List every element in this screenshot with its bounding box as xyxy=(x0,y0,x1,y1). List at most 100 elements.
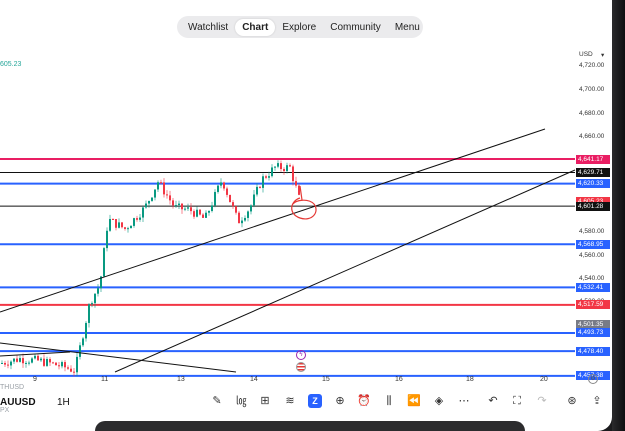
candle-body xyxy=(289,165,291,167)
candle-body xyxy=(211,205,213,212)
price-tick: 4,580.00 xyxy=(579,228,605,235)
trend-line xyxy=(0,128,546,313)
left-exchange-fragment: PX xyxy=(0,407,10,414)
symbol-name[interactable]: AUUSD xyxy=(0,397,36,408)
nav-explore[interactable]: Explore xyxy=(282,21,317,33)
chart-canvas[interactable] xyxy=(0,0,612,431)
candle-body xyxy=(49,359,51,363)
candle-body xyxy=(103,248,105,277)
drawing-icon[interactable]: ≋ xyxy=(285,395,295,407)
currency-label[interactable]: USD xyxy=(579,51,593,58)
candle-body xyxy=(151,197,153,201)
candle-body xyxy=(280,163,282,170)
price-label: 4,620.33 xyxy=(576,179,610,189)
candle-body xyxy=(298,185,300,195)
candle-body xyxy=(43,358,45,366)
candle-body xyxy=(145,203,147,208)
candle-body xyxy=(295,181,297,186)
left-price-fragment: 605.23 xyxy=(0,61,22,68)
candle-body xyxy=(148,200,150,204)
candle-body xyxy=(253,194,255,206)
candle-body xyxy=(166,194,168,196)
candle-body xyxy=(97,288,99,294)
interval-selector[interactable]: 1H xyxy=(57,397,70,408)
price-tick: 4,720.00 xyxy=(579,62,605,69)
candle-body xyxy=(196,209,198,217)
candle-body xyxy=(40,358,42,361)
candle-body xyxy=(4,362,6,365)
add-alert-icon[interactable]: ⊛ xyxy=(567,395,577,407)
candle-body xyxy=(55,362,57,366)
trend-line xyxy=(0,342,237,373)
candle-body xyxy=(178,203,180,206)
candle-body xyxy=(52,362,54,364)
pencil-icon[interactable]: ✎ xyxy=(212,395,222,407)
candle-body xyxy=(76,356,78,373)
candle-body xyxy=(109,218,111,231)
candle-body xyxy=(244,217,246,221)
top-navigation: Watchlist Chart Explore Community Menu xyxy=(177,16,423,38)
candle-body xyxy=(283,169,285,172)
candle-body xyxy=(88,304,90,323)
bar-type-icon[interactable]: ⫼ xyxy=(386,395,392,407)
time-tick: 18 xyxy=(466,376,474,383)
candle-body xyxy=(154,189,156,198)
candle-body xyxy=(241,220,243,224)
alarm-icon[interactable]: ⏰ xyxy=(357,395,371,407)
candle-body xyxy=(28,362,30,364)
candle-body xyxy=(127,228,129,230)
candle-body xyxy=(205,212,207,218)
candle-body xyxy=(259,186,261,188)
more-icon[interactable]: ⋯ xyxy=(458,395,470,407)
lightning-icon[interactable]: ϟ xyxy=(296,350,306,360)
fullscreen-icon[interactable]: ⛶ xyxy=(513,395,521,407)
candle-body xyxy=(199,209,201,215)
candle-body xyxy=(19,358,21,362)
nav-community[interactable]: Community xyxy=(330,21,381,33)
replay-icon[interactable]: ⏪ xyxy=(407,395,421,407)
candle-body xyxy=(250,205,252,212)
share-icon[interactable]: ⇪ xyxy=(592,395,602,407)
candle-body xyxy=(229,194,231,203)
price-label: 4,478.40 xyxy=(576,346,610,356)
z-icon[interactable]: Z xyxy=(308,394,322,408)
redo-icon[interactable]: ↷ xyxy=(537,395,547,407)
price-tick: 4,700.00 xyxy=(579,86,605,93)
candle-body xyxy=(67,367,69,369)
candle-body xyxy=(223,182,225,189)
price-tick: 4,540.00 xyxy=(579,275,605,282)
app-screen: Watchlist Chart Explore Community Menu 6… xyxy=(0,0,612,431)
candle-body xyxy=(157,182,159,190)
price-tick: 4,680.00 xyxy=(579,110,605,117)
us-flag-icon[interactable] xyxy=(296,362,306,372)
candle-body xyxy=(61,362,63,367)
candle-body xyxy=(13,358,15,362)
candle-body xyxy=(64,362,66,368)
layers-icon[interactable]: ◈ xyxy=(434,395,444,407)
price-label: 4,493.73 xyxy=(576,328,610,338)
home-indicator xyxy=(95,421,525,431)
trend-line xyxy=(0,351,71,357)
candle-body xyxy=(274,166,276,168)
candle-body xyxy=(268,176,270,178)
grid-icon[interactable]: ⊞ xyxy=(260,395,270,407)
plus-circle-icon[interactable]: ⊕ xyxy=(335,395,345,407)
price-label: 4,601.28 xyxy=(576,201,610,211)
nav-chart[interactable]: Chart xyxy=(235,18,276,36)
nav-watchlist[interactable]: Watchlist xyxy=(188,21,229,33)
time-tick: 13 xyxy=(177,376,185,383)
currency-dropdown-icon[interactable]: ▾ xyxy=(601,52,605,59)
time-tick: 11 xyxy=(101,376,109,383)
device-bezel xyxy=(612,0,625,431)
candle-body xyxy=(163,182,165,195)
candle-body xyxy=(226,188,228,195)
nav-menu[interactable]: Menu xyxy=(394,21,420,33)
indicators-icon[interactable]: ㏒ xyxy=(235,395,247,407)
price-label: 4,629.71 xyxy=(576,168,610,178)
candle-body xyxy=(82,338,84,346)
candle-body xyxy=(208,211,210,213)
undo-icon[interactable]: ↶ xyxy=(488,395,498,407)
axis-settings-icon[interactable]: ⚙ xyxy=(588,374,598,384)
candle-body xyxy=(10,361,12,366)
price-label: 4,501.35 xyxy=(576,319,610,329)
